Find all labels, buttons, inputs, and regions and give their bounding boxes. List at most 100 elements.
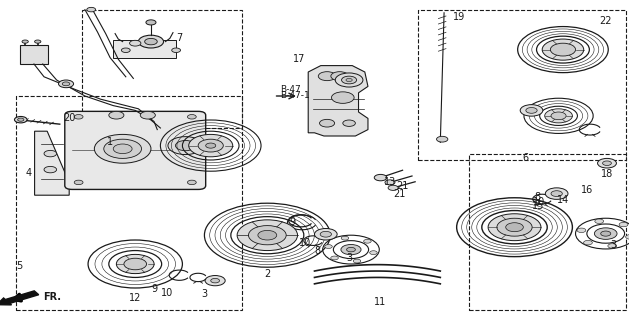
Circle shape [526, 108, 537, 113]
Circle shape [189, 134, 233, 157]
Circle shape [320, 119, 335, 127]
Circle shape [595, 219, 604, 223]
Circle shape [341, 236, 348, 240]
Circle shape [187, 115, 196, 119]
Text: 21: 21 [393, 188, 406, 199]
Circle shape [62, 82, 70, 86]
Circle shape [388, 185, 398, 190]
Bar [82, 10, 242, 128]
Circle shape [237, 220, 298, 251]
Text: 8: 8 [314, 246, 321, 256]
Text: 10: 10 [299, 238, 311, 248]
Text: 19: 19 [453, 12, 465, 22]
Circle shape [331, 72, 348, 81]
Circle shape [168, 137, 203, 155]
Bar [469, 154, 626, 310]
Circle shape [608, 244, 616, 248]
Polygon shape [308, 66, 368, 136]
Circle shape [44, 166, 57, 173]
Circle shape [603, 161, 611, 165]
Text: B-47: B-47 [280, 85, 301, 94]
Bar [418, 10, 626, 160]
Circle shape [520, 105, 543, 116]
Circle shape [22, 40, 28, 43]
Circle shape [551, 112, 566, 120]
Circle shape [542, 39, 584, 60]
Circle shape [109, 111, 124, 119]
Circle shape [320, 231, 331, 237]
Text: 16: 16 [581, 185, 593, 196]
Circle shape [74, 180, 83, 185]
Text: 22: 22 [599, 16, 612, 26]
Text: 9: 9 [289, 217, 296, 228]
Circle shape [206, 143, 216, 148]
Circle shape [130, 40, 141, 46]
Text: 18: 18 [601, 169, 613, 180]
Circle shape [341, 244, 361, 255]
Circle shape [331, 92, 354, 103]
Circle shape [626, 235, 629, 239]
Circle shape [74, 115, 83, 119]
Bar [16, 96, 242, 310]
Text: 20: 20 [63, 113, 75, 124]
Text: 13: 13 [384, 177, 396, 188]
Circle shape [335, 73, 363, 87]
Text: 3: 3 [201, 289, 208, 300]
Circle shape [145, 38, 157, 45]
Circle shape [104, 139, 142, 158]
Circle shape [437, 136, 448, 142]
Text: 6: 6 [522, 153, 528, 164]
Circle shape [248, 226, 286, 245]
Text: 3: 3 [610, 240, 616, 250]
Circle shape [497, 218, 532, 236]
Circle shape [14, 116, 27, 123]
Text: 9: 9 [151, 284, 157, 294]
Bar [113, 40, 176, 58]
Circle shape [113, 144, 132, 154]
FancyArrow shape [0, 291, 39, 305]
Circle shape [325, 244, 332, 248]
Text: 8: 8 [535, 192, 541, 202]
Circle shape [87, 7, 96, 12]
Text: 3: 3 [346, 252, 352, 263]
Circle shape [488, 214, 541, 241]
Circle shape [58, 80, 74, 88]
Circle shape [353, 259, 361, 263]
Circle shape [94, 134, 151, 163]
Text: 10: 10 [160, 288, 173, 299]
Text: 15: 15 [532, 201, 544, 212]
Circle shape [374, 174, 387, 181]
Circle shape [598, 158, 616, 168]
Circle shape [146, 20, 156, 25]
Circle shape [347, 247, 355, 252]
Circle shape [594, 228, 617, 239]
Text: FR.: FR. [43, 292, 61, 302]
Text: B-47-1: B-47-1 [280, 92, 309, 100]
Text: 2: 2 [264, 268, 270, 279]
Circle shape [44, 150, 57, 157]
Circle shape [211, 278, 220, 283]
Circle shape [619, 222, 628, 227]
Text: 7: 7 [176, 33, 182, 44]
Circle shape [584, 240, 593, 245]
Circle shape [258, 230, 277, 240]
Circle shape [545, 109, 572, 123]
Circle shape [364, 239, 371, 243]
Polygon shape [35, 131, 69, 195]
Circle shape [205, 276, 225, 286]
Circle shape [18, 118, 24, 121]
Circle shape [121, 48, 130, 52]
Circle shape [124, 258, 147, 270]
Circle shape [314, 228, 337, 240]
Circle shape [550, 43, 576, 56]
Text: 17: 17 [292, 54, 305, 64]
Circle shape [35, 40, 41, 43]
Circle shape [116, 254, 154, 274]
Text: 12: 12 [129, 293, 142, 303]
Circle shape [506, 223, 523, 232]
Circle shape [175, 140, 196, 151]
Circle shape [370, 251, 377, 255]
Text: 14: 14 [557, 195, 569, 205]
Circle shape [343, 120, 355, 126]
Circle shape [331, 256, 338, 260]
